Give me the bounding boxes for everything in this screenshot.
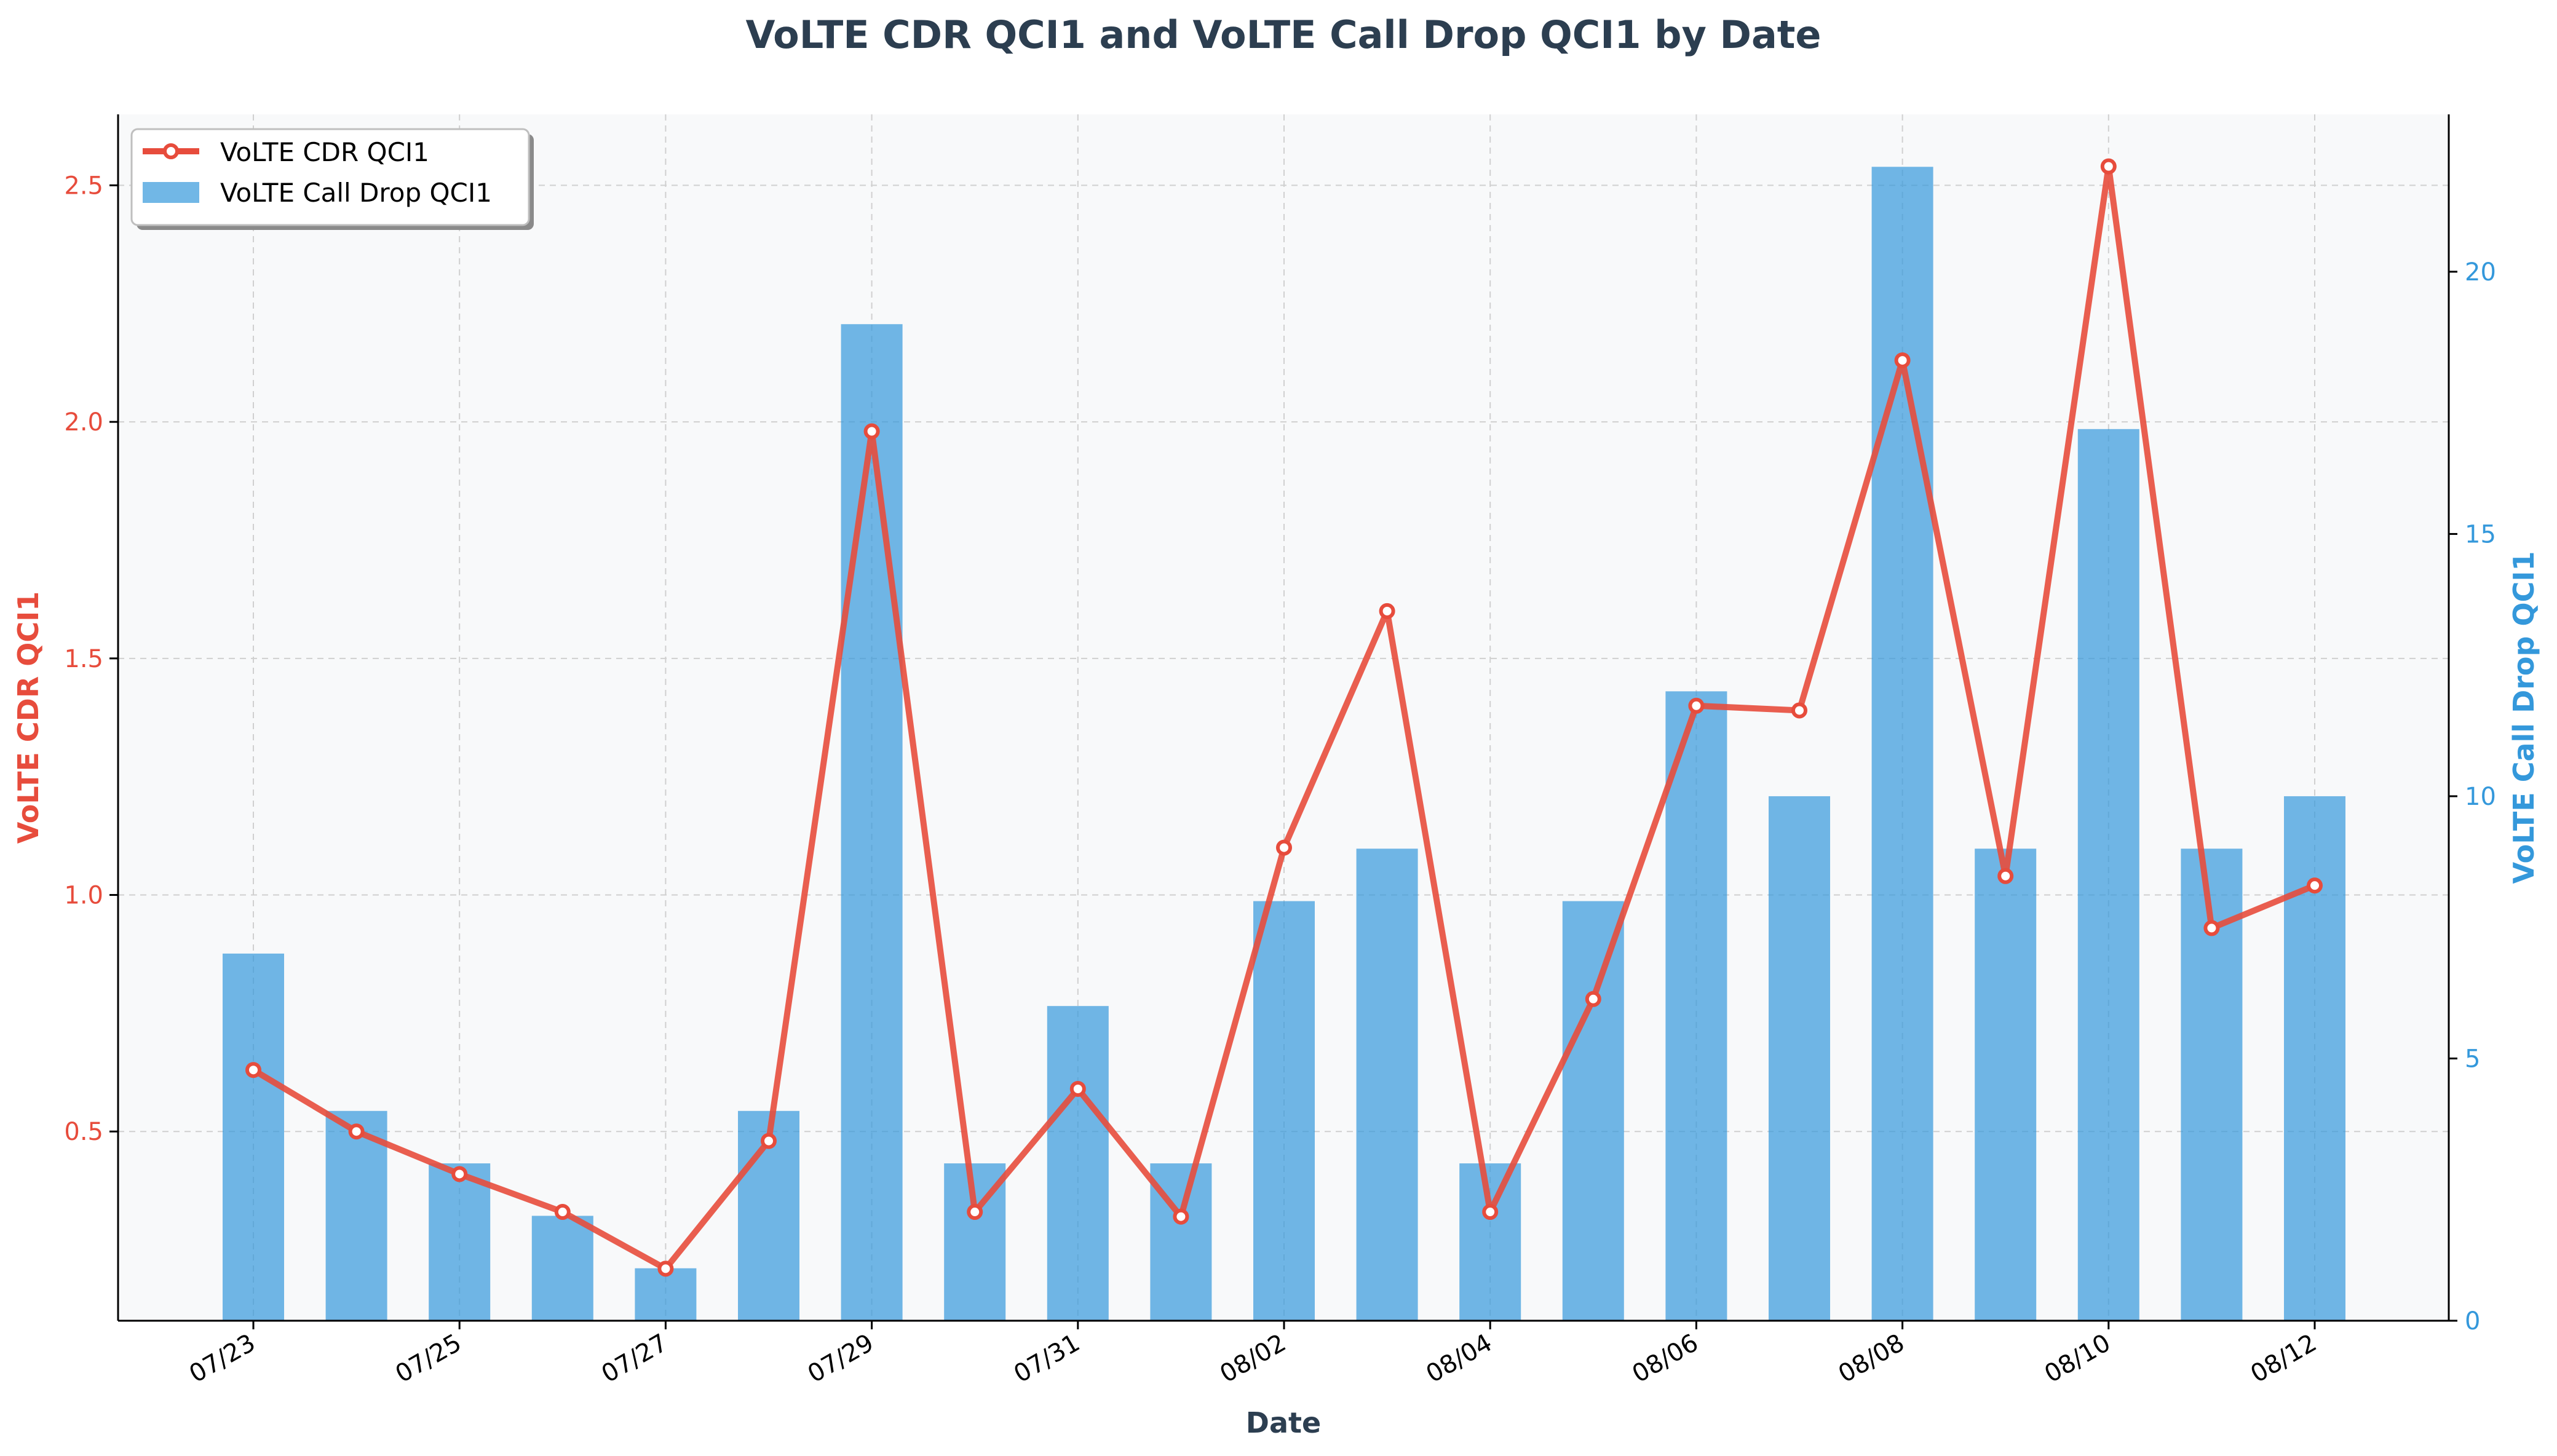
cdr-point — [761, 1133, 777, 1149]
bar-call-drop — [223, 953, 284, 1321]
y-left-tick-label: 2.0 — [64, 408, 103, 437]
cdr-point — [451, 1166, 468, 1182]
y-right-tick-label: 20 — [2465, 258, 2496, 287]
x-tick-label: 08/02 — [1215, 1329, 1291, 1388]
bar-call-drop — [1253, 901, 1315, 1321]
legend-box — [130, 128, 530, 226]
bar-call-drop — [429, 1163, 491, 1321]
x-tick-label: 08/04 — [1421, 1329, 1497, 1388]
bars — [223, 167, 2345, 1321]
x-tick-label: 07/29 — [803, 1329, 879, 1388]
y-right-tick-label: 10 — [2465, 783, 2496, 811]
bar-call-drop — [2284, 796, 2345, 1321]
cdr-point — [245, 1062, 261, 1078]
line-series — [245, 158, 2323, 1277]
cdr-point — [1894, 352, 1911, 369]
cdr-point — [2203, 920, 2220, 936]
bar-call-drop — [2077, 429, 2139, 1321]
legend: VoLTE CDR QCI1 VoLTE Call Drop QCI1 — [130, 128, 534, 230]
bar-call-drop — [1047, 1006, 1109, 1321]
x-tick-label: 08/10 — [2040, 1329, 2115, 1388]
x-tick-label: 07/27 — [597, 1329, 673, 1388]
chart-title: VoLTE CDR QCI1 and VoLTE Call Drop QCI1 … — [746, 12, 1822, 57]
cdr-point — [967, 1204, 983, 1221]
legend-label-call-drop: VoLTE Call Drop QCI1 — [220, 178, 492, 208]
bar-call-drop — [1665, 691, 1727, 1321]
bar-call-drop — [1975, 849, 2037, 1321]
bar-call-drop — [531, 1216, 593, 1321]
y-axis-right-label: VoLTE Call Drop QCI1 — [2507, 552, 2540, 884]
x-axis-label: Date — [1246, 1406, 1321, 1439]
cdr-point — [1585, 991, 1601, 1007]
cdr-point — [1173, 1208, 1189, 1225]
y-right-tick-label: 15 — [2465, 520, 2496, 548]
cdr-point — [657, 1260, 674, 1277]
x-tick-label: 07/31 — [1009, 1329, 1085, 1388]
x-tick-label: 08/08 — [1834, 1329, 1909, 1388]
cdr-point — [1482, 1204, 1499, 1221]
cdr-point — [2307, 877, 2323, 894]
cdr-point — [1069, 1080, 1086, 1097]
y-right-tick-label: 5 — [2465, 1045, 2480, 1073]
bar-call-drop — [1459, 1163, 1521, 1321]
cdr-point — [1997, 868, 2014, 884]
y-left-tick-label: 2.5 — [64, 172, 103, 200]
y-left-tick-label: 1.0 — [64, 882, 103, 910]
bar-call-drop — [635, 1268, 697, 1321]
bar-call-drop — [841, 324, 903, 1321]
cdr-point — [1688, 697, 1705, 714]
bar-call-drop — [1562, 901, 1624, 1321]
y-right-tick-label: 0 — [2465, 1307, 2480, 1335]
x-tick-label: 07/23 — [184, 1329, 260, 1388]
legend-bar-swatch — [143, 182, 199, 203]
cdr-point — [348, 1123, 365, 1140]
x-tick-label: 08/12 — [2246, 1329, 2321, 1388]
cdr-point — [1791, 702, 1807, 719]
x-tick-label: 07/25 — [390, 1329, 466, 1388]
legend-label-cdr: VoLTE CDR QCI1 — [220, 137, 429, 167]
bar-call-drop — [1769, 796, 1830, 1321]
legend-line-marker — [163, 143, 179, 159]
bar-call-drop — [1871, 167, 1933, 1321]
bar-call-drop — [325, 1110, 387, 1321]
y-left-tick-label: 1.5 — [64, 645, 103, 673]
cdr-point — [1379, 603, 1395, 619]
bar-call-drop — [1356, 849, 1418, 1321]
cdr-point — [554, 1204, 571, 1221]
y-axis-left-label: VoLTE CDR QCI1 — [12, 592, 45, 844]
cdr-point — [1276, 839, 1292, 856]
cdr-point — [2100, 158, 2117, 175]
x-tick-label: 08/06 — [1628, 1329, 1703, 1388]
y-left-tick-label: 0.5 — [64, 1118, 103, 1146]
cdr-point — [863, 423, 880, 440]
